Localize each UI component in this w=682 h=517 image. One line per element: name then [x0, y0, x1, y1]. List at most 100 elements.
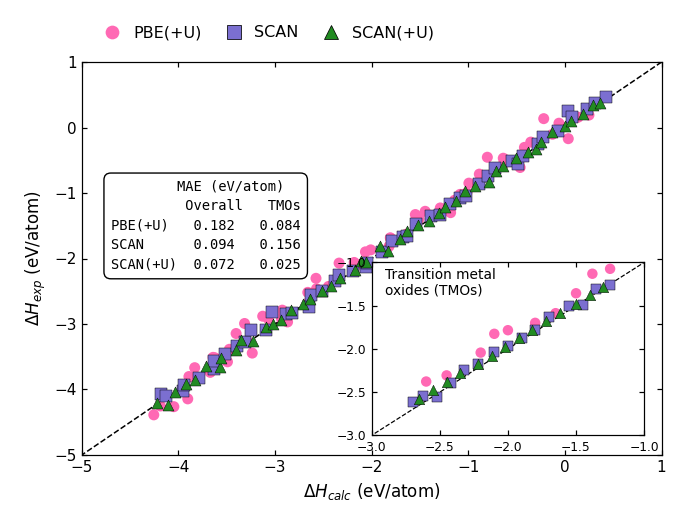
PBE(+U) — [501, 156, 512, 164]
SCAN(+U) — [170, 388, 181, 397]
SCAN(+U) — [298, 300, 309, 308]
SCAN(+U) — [286, 306, 297, 314]
PBE(+U) — [263, 314, 273, 323]
PBE(+U) — [538, 114, 549, 123]
SCAN(+U) — [260, 323, 271, 331]
SCAN(+U) — [424, 217, 434, 225]
SCAN(+U) — [523, 148, 534, 156]
SCAN(+U) — [511, 154, 522, 162]
PBE(+U) — [385, 234, 396, 242]
PBE(+U) — [209, 354, 220, 362]
SCAN — [567, 113, 578, 121]
PBE(+U) — [554, 121, 565, 129]
SCAN(+U) — [151, 399, 162, 407]
SCAN — [411, 220, 421, 228]
PBE(+U) — [515, 163, 526, 172]
SCAN(+U) — [383, 247, 394, 255]
Text: MAE (eV/atom)
         Overall   TMOs
PBE(+U)   0.182   0.084
SCAN      0.094   : MAE (eV/atom) Overall TMOs PBE(+U) 0.182… — [110, 180, 301, 272]
SCAN(+U) — [434, 209, 445, 217]
SCAN — [306, 291, 317, 299]
PBE(+U) — [498, 154, 509, 162]
SCAN — [518, 152, 529, 160]
SCAN(+U) — [451, 197, 462, 205]
SCAN — [156, 390, 167, 398]
PBE(+U) — [242, 337, 253, 345]
SCAN(+U) — [560, 122, 571, 130]
SCAN(+U) — [326, 282, 337, 290]
SCAN(+U) — [413, 221, 424, 229]
SCAN(+U) — [349, 266, 360, 274]
SCAN — [507, 157, 518, 165]
SCAN — [401, 232, 412, 240]
PBE(+U) — [276, 314, 287, 323]
PBE(+U) — [323, 282, 334, 291]
PBE(+U) — [449, 196, 460, 204]
SCAN — [490, 164, 501, 172]
SCAN(+U) — [374, 242, 385, 251]
SCAN — [473, 179, 484, 188]
SCAN(+U) — [469, 181, 480, 190]
SCAN — [386, 237, 397, 245]
SCAN — [194, 374, 205, 383]
PBE(+U) — [401, 230, 412, 238]
SCAN — [483, 172, 494, 180]
SCAN — [537, 133, 548, 142]
SCAN — [461, 192, 472, 200]
PBE(+U) — [455, 190, 466, 199]
SCAN(+U) — [535, 138, 546, 146]
SCAN — [582, 104, 593, 113]
SCAN — [361, 259, 372, 267]
SCAN(+U) — [305, 295, 316, 303]
SCAN(+U) — [531, 145, 542, 154]
SCAN(+U) — [334, 273, 345, 282]
SCAN(+U) — [484, 178, 494, 186]
SCAN(+U) — [180, 379, 191, 388]
PBE(+U) — [482, 153, 493, 161]
SCAN — [177, 387, 188, 396]
SCAN(+U) — [316, 287, 327, 295]
PBE(+U) — [413, 215, 424, 223]
PBE(+U) — [257, 312, 268, 321]
SCAN — [246, 326, 256, 334]
SCAN(+U) — [566, 117, 577, 125]
PBE(+U) — [205, 368, 216, 376]
SCAN — [286, 309, 297, 317]
PBE(+U) — [303, 297, 314, 306]
SCAN — [231, 342, 242, 350]
PBE(+U) — [419, 207, 430, 216]
PBE(+U) — [282, 318, 293, 326]
SCAN(+U) — [490, 167, 501, 175]
PBE(+U) — [224, 345, 235, 354]
PBE(+U) — [462, 189, 473, 197]
SCAN — [454, 194, 465, 202]
PBE(+U) — [190, 363, 201, 372]
SCAN(+U) — [547, 128, 558, 136]
PBE(+U) — [563, 134, 574, 143]
SCAN(+U) — [214, 363, 225, 371]
PBE(+U) — [333, 259, 344, 267]
PBE(+U) — [383, 242, 394, 250]
PBE(+U) — [231, 329, 241, 338]
SCAN(+U) — [460, 187, 471, 195]
SCAN(+U) — [163, 400, 174, 408]
SCAN(+U) — [190, 375, 201, 384]
SCAN — [600, 94, 611, 102]
PBE(+U) — [547, 130, 558, 139]
PBE(+U) — [385, 235, 396, 243]
Y-axis label: $\Delta H_{exp}$ (eV/atom): $\Delta H_{exp}$ (eV/atom) — [24, 191, 48, 326]
PBE(+U) — [247, 349, 258, 357]
SCAN — [161, 391, 172, 400]
SCAN — [434, 211, 445, 219]
PBE(+U) — [333, 276, 344, 284]
SCAN(+U) — [201, 361, 211, 370]
SCAN — [179, 381, 190, 389]
PBE(+U) — [352, 261, 363, 269]
PBE(+U) — [366, 246, 376, 254]
SCAN — [348, 266, 359, 275]
SCAN(+U) — [578, 110, 589, 118]
PBE(+U) — [399, 233, 410, 241]
SCAN(+U) — [231, 346, 241, 354]
PBE(+U) — [525, 138, 536, 146]
SCAN(+U) — [497, 162, 508, 170]
SCAN — [376, 248, 387, 256]
